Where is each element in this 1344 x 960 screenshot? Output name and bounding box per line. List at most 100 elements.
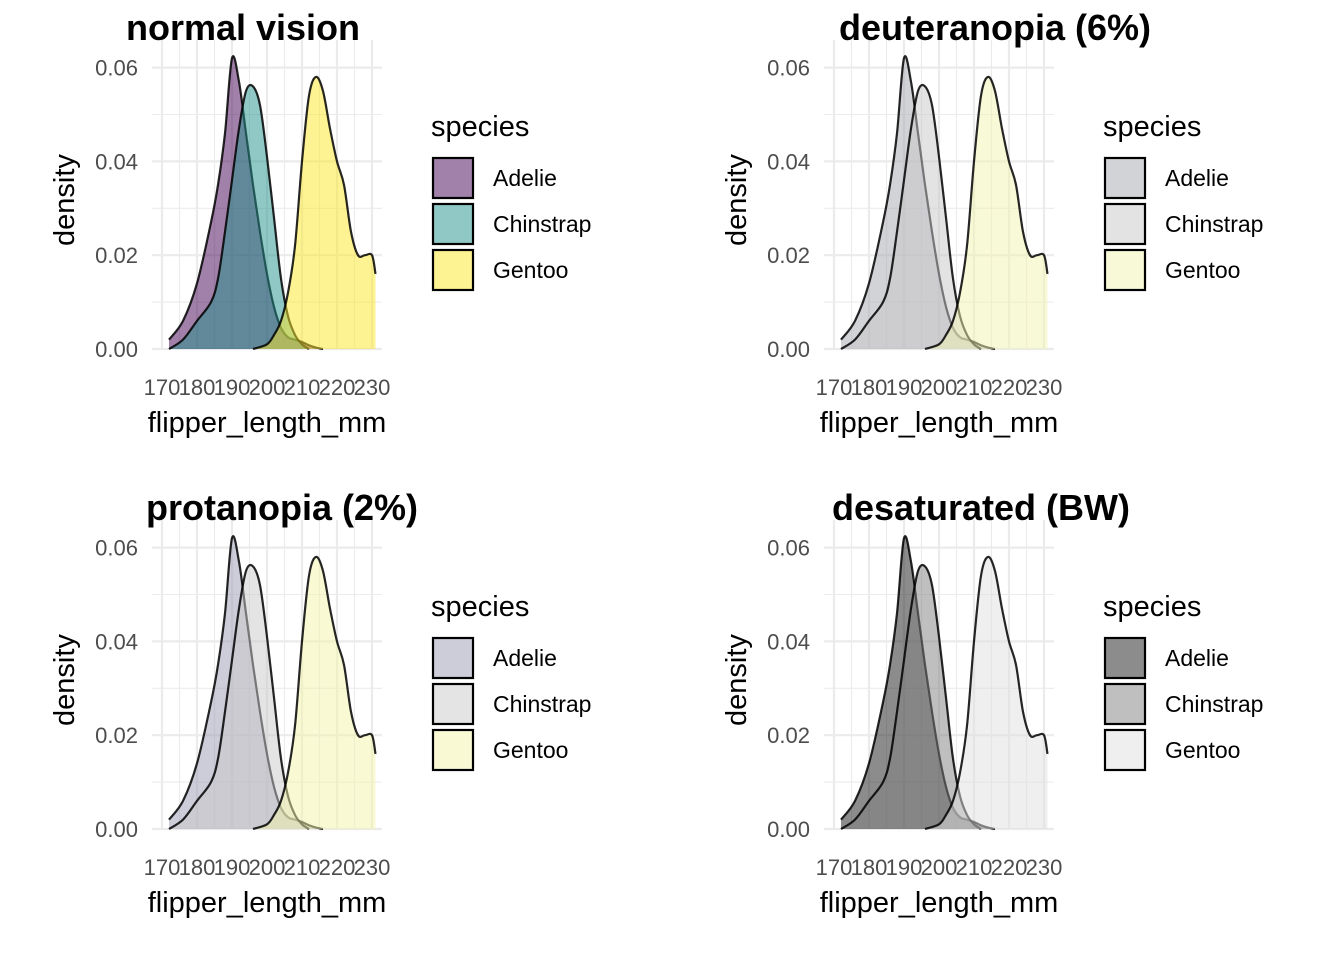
x-tick-label: 200 — [249, 855, 286, 880]
legend-label-chinstrap: Chinstrap — [1165, 691, 1263, 717]
legend-key-gentoo — [431, 248, 475, 292]
legend-label-adelie: Adelie — [493, 645, 557, 671]
x-tick-label: 220 — [319, 855, 356, 880]
x-tick-label: 230 — [1026, 855, 1063, 880]
legend-label-gentoo: Gentoo — [1165, 737, 1240, 763]
x-tick-label: 170 — [816, 855, 853, 880]
legend-label-chinstrap: Chinstrap — [493, 211, 591, 237]
legend-label-adelie: Adelie — [493, 165, 557, 191]
legend: species Adelie Chinstrap Gentoo — [1103, 591, 1263, 772]
y-tick-label: 0.04 — [95, 149, 138, 174]
y-tick-label: 0.02 — [767, 243, 810, 268]
density-area-chinstrap — [841, 564, 981, 829]
x-axis-label: flipper_length_mm — [820, 407, 1059, 439]
x-tick-label: 180 — [851, 375, 888, 400]
y-axis-label: density — [721, 634, 753, 726]
panel-normal-vision: 170 180 190 200 210 220 230 0.00 0.02 0.04 0.06 fli… — [0, 0, 672, 480]
legend-key-chinstrap — [431, 682, 475, 726]
y-tick-label: 0.04 — [767, 149, 810, 174]
panel-protanopia: 170 180 190 200 210 220 230 0.00 0.02 0.04 0.06 fli… — [0, 480, 672, 960]
x-tick-label: 220 — [319, 375, 356, 400]
chart-title: desaturated (BW) — [832, 487, 1130, 528]
legend-key-adelie — [1103, 156, 1147, 200]
legend-key-gentoo — [431, 728, 475, 772]
y-tick-label: 0.00 — [767, 817, 810, 842]
x-tick-label: 210 — [956, 855, 993, 880]
y-axis-label: density — [721, 154, 753, 246]
x-tick-label: 190 — [886, 855, 923, 880]
legend-title: species — [431, 591, 529, 623]
legend-key-adelie — [1103, 636, 1147, 680]
x-tick-label: 200 — [921, 855, 958, 880]
x-tick-label: 190 — [886, 375, 923, 400]
legend-label-adelie: Adelie — [1165, 645, 1229, 671]
y-tick-label: 0.06 — [767, 56, 810, 81]
legend-key-adelie — [431, 156, 475, 200]
legend-key-adelie — [431, 636, 475, 680]
y-tick-label: 0.04 — [767, 629, 810, 654]
x-tick-label: 170 — [144, 375, 181, 400]
y-tick-label: 0.02 — [95, 243, 138, 268]
x-tick-label: 170 — [144, 855, 181, 880]
x-tick-label: 210 — [284, 375, 321, 400]
legend-key-gentoo — [1103, 728, 1147, 772]
x-tick-label: 180 — [179, 375, 216, 400]
y-tick-label: 0.06 — [95, 536, 138, 561]
panel-desaturated: 170 180 190 200 210 220 230 0.00 0.02 0.04 0.06 fli… — [672, 480, 1344, 960]
legend-label-gentoo: Gentoo — [1165, 257, 1240, 283]
x-tick-label: 190 — [214, 375, 251, 400]
legend-key-chinstrap — [431, 202, 475, 246]
x-tick-label: 230 — [354, 375, 391, 400]
x-tick-label: 220 — [991, 855, 1028, 880]
x-tick-label: 180 — [851, 855, 888, 880]
density-area-gentoo — [925, 556, 1048, 829]
y-tick-label: 0.04 — [95, 629, 138, 654]
y-axis-label: density — [49, 154, 81, 246]
y-tick-label: 0.06 — [767, 536, 810, 561]
density-area-gentoo — [253, 556, 376, 829]
y-tick-label: 0.00 — [95, 337, 138, 362]
chart-title: deuteranopia (6%) — [839, 7, 1151, 48]
chart-title: normal vision — [126, 7, 360, 48]
legend: species Adelie Chinstrap Gentoo — [431, 591, 591, 772]
x-tick-label: 200 — [249, 375, 286, 400]
density-area-gentoo — [925, 76, 1048, 349]
y-axis-label: density — [49, 634, 81, 726]
legend-key-chinstrap — [1103, 202, 1147, 246]
y-tick-label: 0.00 — [767, 337, 810, 362]
legend-label-gentoo: Gentoo — [493, 737, 568, 763]
legend-title: species — [1103, 591, 1201, 623]
y-tick-label: 0.06 — [95, 56, 138, 81]
legend-label-gentoo: Gentoo — [493, 257, 568, 283]
x-axis-label: flipper_length_mm — [148, 407, 387, 439]
x-tick-label: 230 — [354, 855, 391, 880]
density-line-gentoo — [252, 555, 377, 831]
legend-label-adelie: Adelie — [1165, 165, 1229, 191]
legend-title: species — [431, 111, 529, 143]
legend-label-chinstrap: Chinstrap — [1165, 211, 1263, 237]
density-area-chinstrap — [169, 84, 309, 349]
legend-key-gentoo — [1103, 248, 1147, 292]
x-axis-label: flipper_length_mm — [820, 887, 1059, 919]
x-tick-label: 170 — [816, 375, 853, 400]
legend: species Adelie Chinstrap Gentoo — [431, 111, 591, 292]
x-tick-label: 200 — [921, 375, 958, 400]
legend-title: species — [1103, 111, 1201, 143]
y-tick-label: 0.02 — [767, 723, 810, 748]
density-area-chinstrap — [841, 84, 981, 349]
density-line-gentoo — [924, 75, 1049, 351]
x-tick-label: 230 — [1026, 375, 1063, 400]
density-line-gentoo — [924, 555, 1049, 831]
x-tick-label: 210 — [956, 375, 993, 400]
y-tick-label: 0.00 — [95, 817, 138, 842]
legend-key-chinstrap — [1103, 682, 1147, 726]
density-area-chinstrap — [169, 564, 309, 829]
density-area-gentoo — [253, 76, 376, 349]
density-line-gentoo — [252, 75, 377, 351]
panel-deuteranopia: 170 180 190 200 210 220 230 0.00 0.02 0.04 0.06 fli… — [672, 0, 1344, 480]
